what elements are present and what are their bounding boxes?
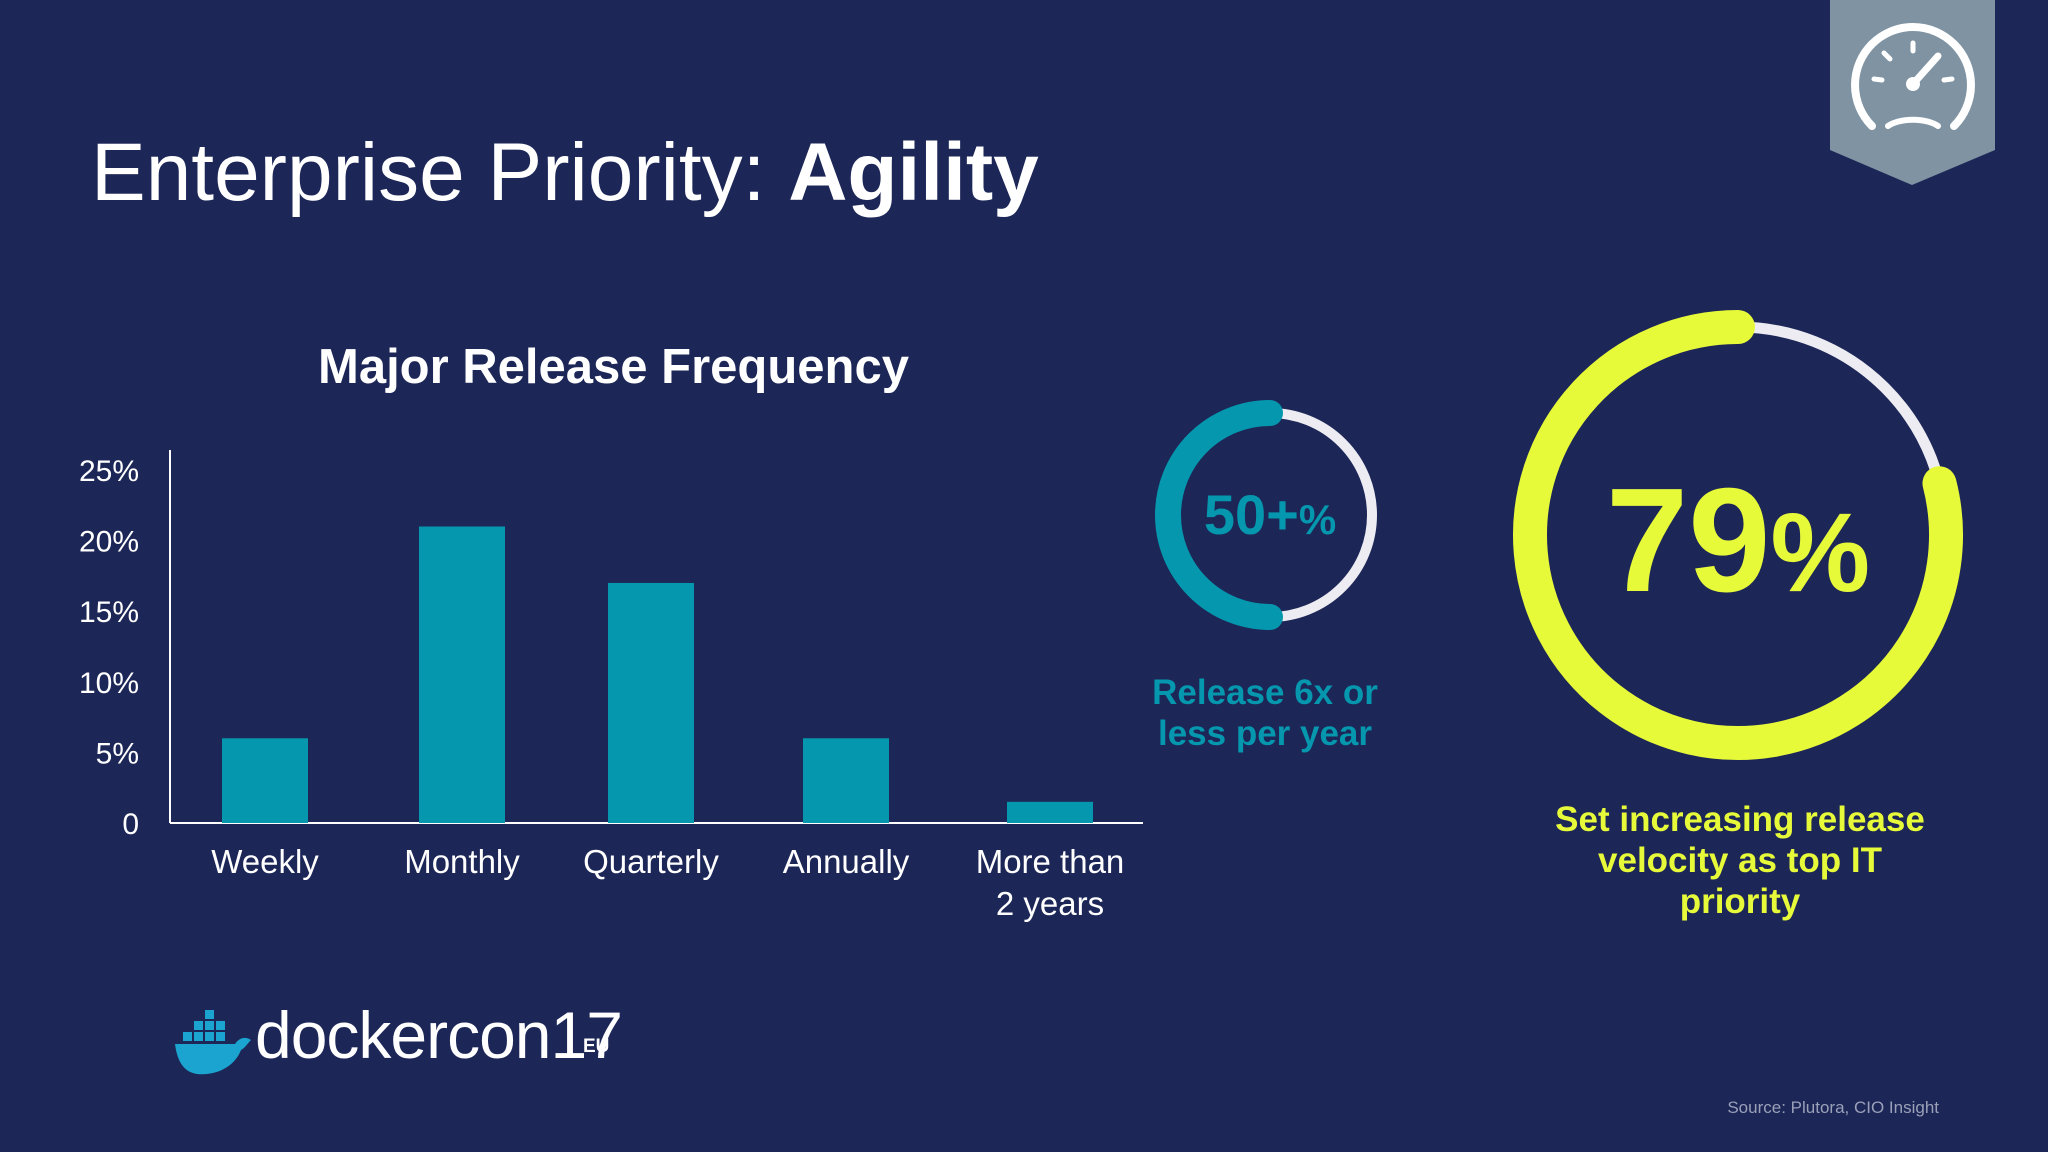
bar <box>608 582 694 823</box>
y-tick-label: 5% <box>96 737 139 770</box>
x-tick-label: More than 2 years <box>976 843 1125 922</box>
bars <box>222 526 1093 823</box>
y-tick-labels: 0 5% 10% 15% 20% 25% <box>79 455 139 841</box>
source-note: Source: Plutora, CIO Insight <box>1727 1098 1939 1117</box>
donut-small-arc <box>1155 400 1283 630</box>
stat-donut-small <box>1155 400 1377 630</box>
bar <box>419 526 505 823</box>
stat-caption-large: Set increasing release velocity as top I… <box>1555 800 1925 921</box>
x-tick-labels: Weekly Monthly Quarterly Annually More than 2… <box>211 843 1124 922</box>
y-tick-label: 20% <box>79 526 139 559</box>
x-tick-label: Monthly <box>404 843 520 880</box>
speedometer-badge <box>1830 0 1995 185</box>
donut-large-arc <box>1513 310 1963 760</box>
page-title-regular: Enterprise Priority: <box>91 127 789 218</box>
logo-suffix: EU <box>583 1036 610 1057</box>
stat-donut-large <box>1513 310 1963 760</box>
chart-title: Major Release Frequency <box>318 340 909 394</box>
speedometer-icon <box>1851 22 1975 130</box>
stat-small-number: 50+ <box>1203 483 1299 546</box>
x-tick-label: Quarterly <box>583 843 719 880</box>
y-tick-label: 15% <box>79 596 139 629</box>
page-title: Enterprise Priority: Agility <box>91 132 1039 214</box>
y-tick-label: 10% <box>79 667 139 700</box>
y-tick-label: 25% <box>79 455 139 488</box>
stat-small-unit: % <box>1298 496 1337 543</box>
bar <box>803 738 889 823</box>
stat-caption-small: Release 6x or less per year <box>1152 673 1378 753</box>
dockercon-logo: dockercon17 EU <box>175 1002 635 1090</box>
x-tick-label: Annually <box>783 843 910 880</box>
bar-chart: 0 5% 10% 15% 20% 25% Weekly Monthly Quarterly An… <box>79 450 1143 922</box>
stat-large-unit: % <box>1770 490 1871 615</box>
bar <box>222 738 308 823</box>
stat-large-number: 79 <box>1605 458 1771 623</box>
docker-whale-icon <box>175 1010 251 1075</box>
y-tick-label: 0 <box>122 808 139 841</box>
bar <box>1007 801 1093 823</box>
stat-value-small: 50+% <box>1150 487 1390 543</box>
x-tick-label: Weekly <box>211 843 319 880</box>
page-title-bold: Agility <box>788 127 1039 218</box>
logo-text: dockercon17 <box>255 998 623 1072</box>
stat-value-large: 79% <box>1508 467 1968 615</box>
